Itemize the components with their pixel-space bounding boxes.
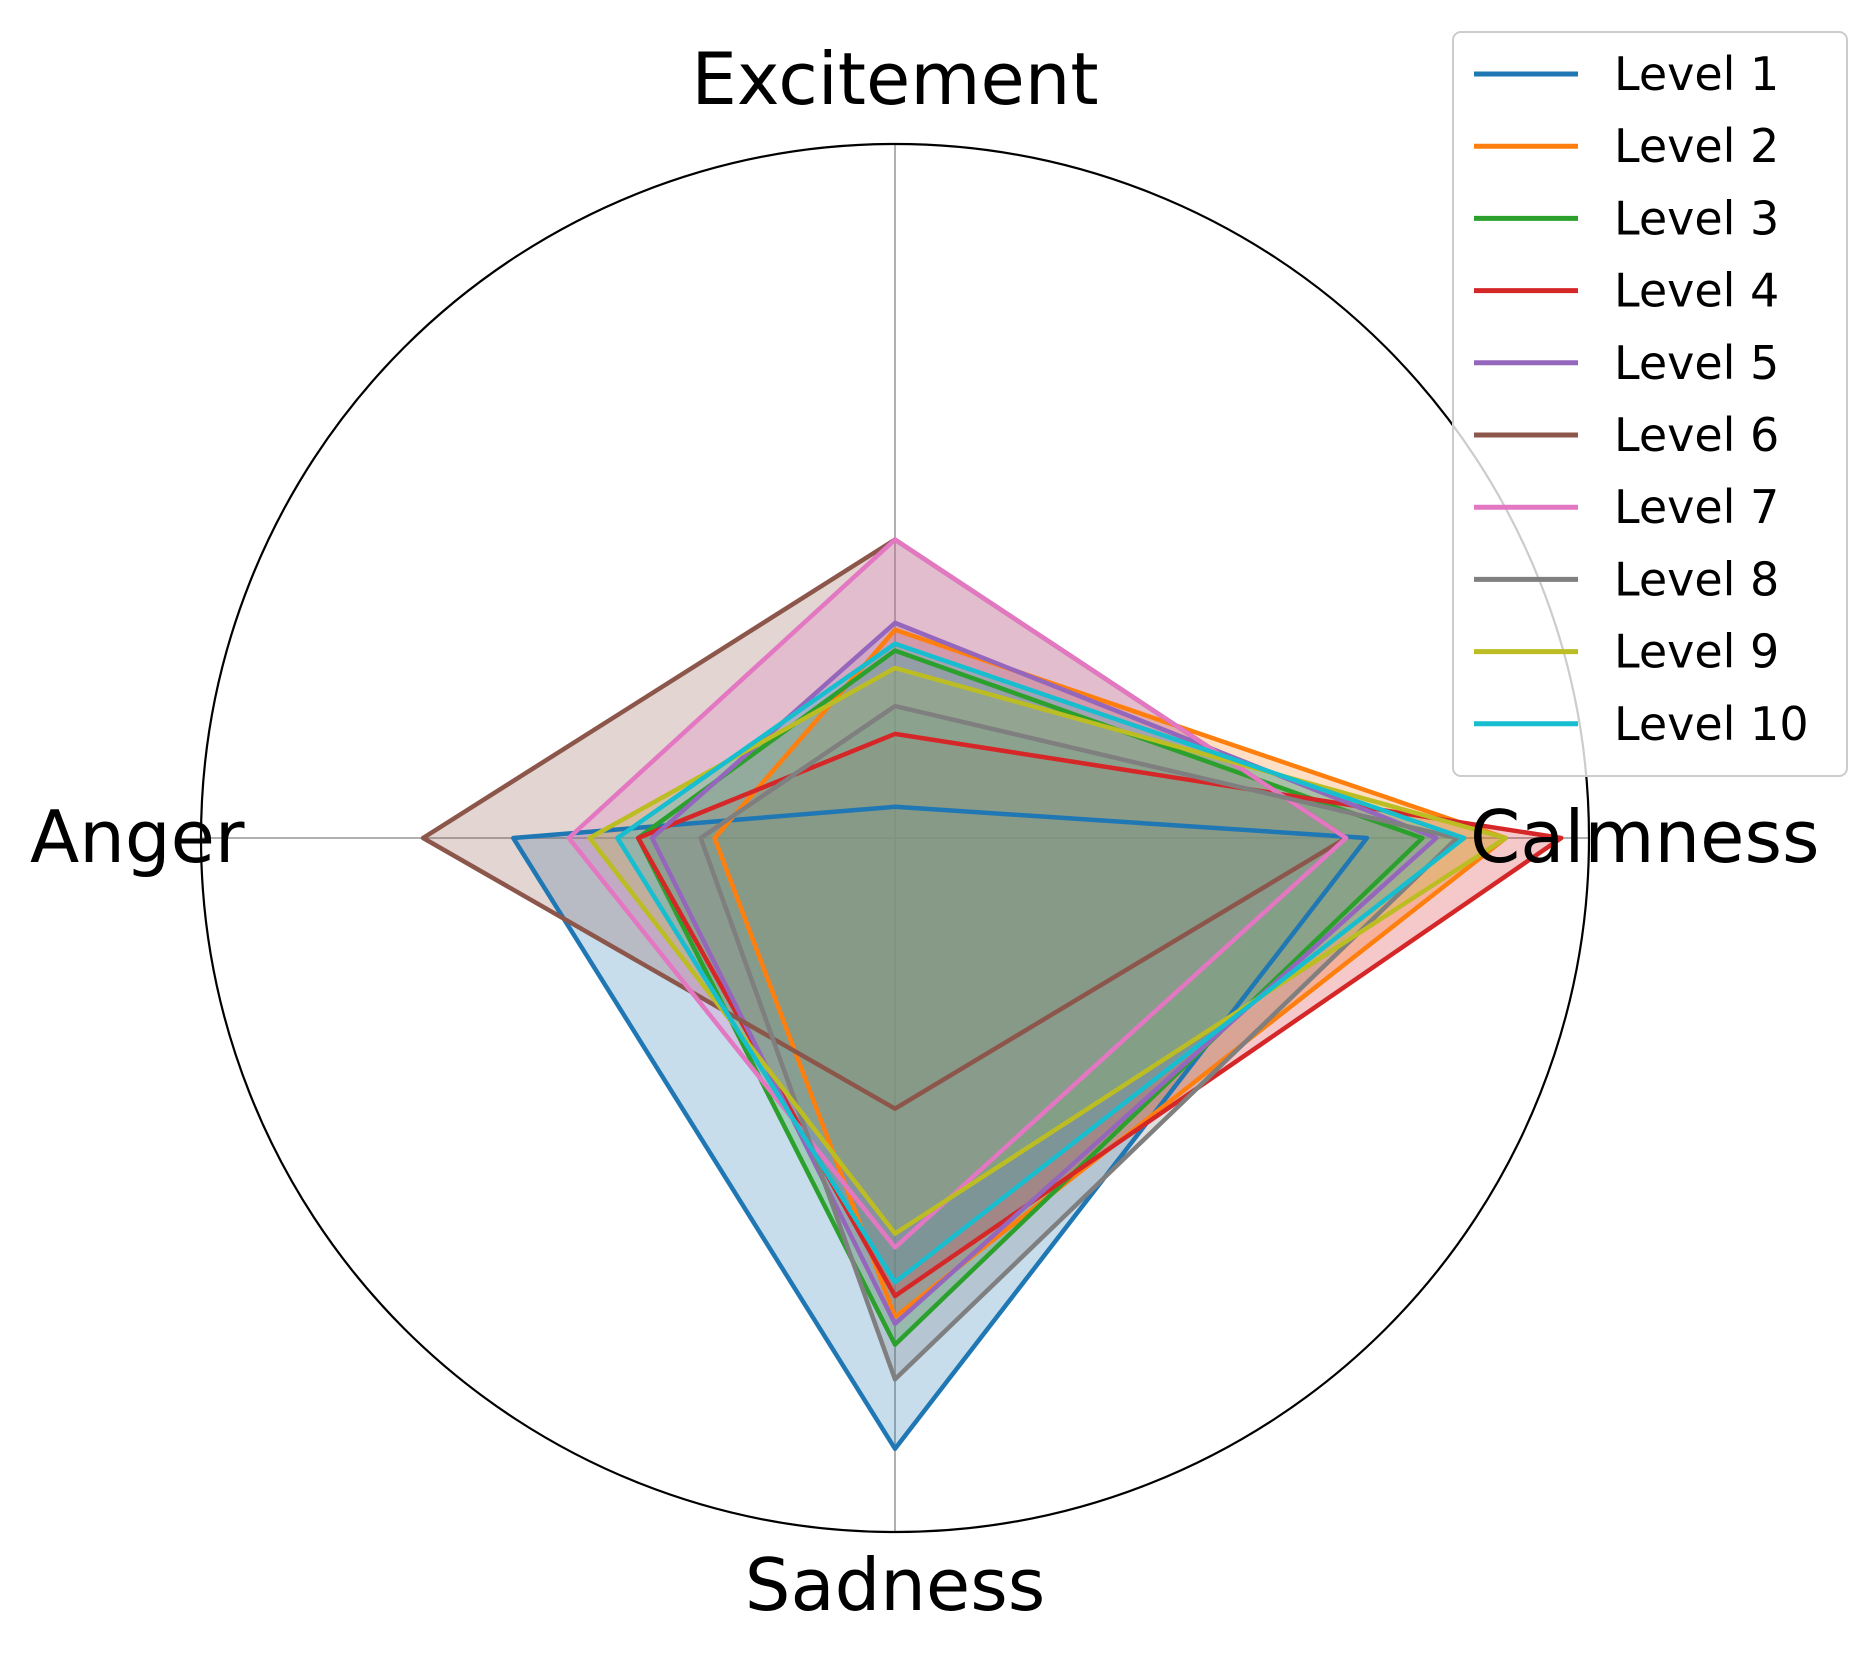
series-line-level-2 [712,627,1508,1320]
axis-label-calmness: Calmness [1470,795,1820,879]
series-line-level-10 [615,641,1467,1285]
series-line-level-8 [698,703,1460,1382]
legend-label-level-8: Level 8 [1614,552,1779,606]
series-line-level-4 [635,731,1564,1299]
series-fill-level-8 [700,706,1458,1380]
series-fill-level-5 [652,622,1437,1324]
series-line-level-1 [511,804,1370,1451]
axis-label-excitement: Excitement [691,37,1098,121]
series-fill-level-6 [423,539,1347,1109]
legend-items: Level 1 Level 2 Level 3 Level 4 Level 5 Level… [1474,47,1809,751]
legend-label-level-9: Level 9 [1614,625,1779,679]
legend-label-level-3: Level 3 [1614,191,1779,245]
legend-label-level-10: Level 10 [1614,697,1809,751]
outer-circle [199,142,1591,1534]
legend-label-level-5: Level 5 [1614,336,1779,390]
series-line-level-7 [566,537,1349,1250]
axis-label-sadness: Sadness [745,1543,1045,1627]
series-lines [420,537,1564,1451]
series-fill-level-4 [638,733,1562,1296]
series-fill-level-1 [513,806,1367,1449]
legend: Level 1 Level 2 Level 3 Level 4 Level 5 Level… [1452,31,1848,777]
legend-label-level-6: Level 6 [1614,408,1779,462]
legend-label-level-1: Level 1 [1614,47,1779,101]
legend-label-level-4: Level 4 [1614,264,1779,318]
axis-labels: Excitement Calmness Sadness Anger [30,37,1820,1627]
series-fill-level-9 [589,668,1506,1234]
radar-grid [199,142,1591,1534]
series-fill-level-10 [617,643,1465,1283]
legend-label-level-7: Level 7 [1614,480,1779,534]
legend-label-level-2: Level 2 [1614,119,1779,173]
axis-label-anger: Anger [30,795,245,879]
